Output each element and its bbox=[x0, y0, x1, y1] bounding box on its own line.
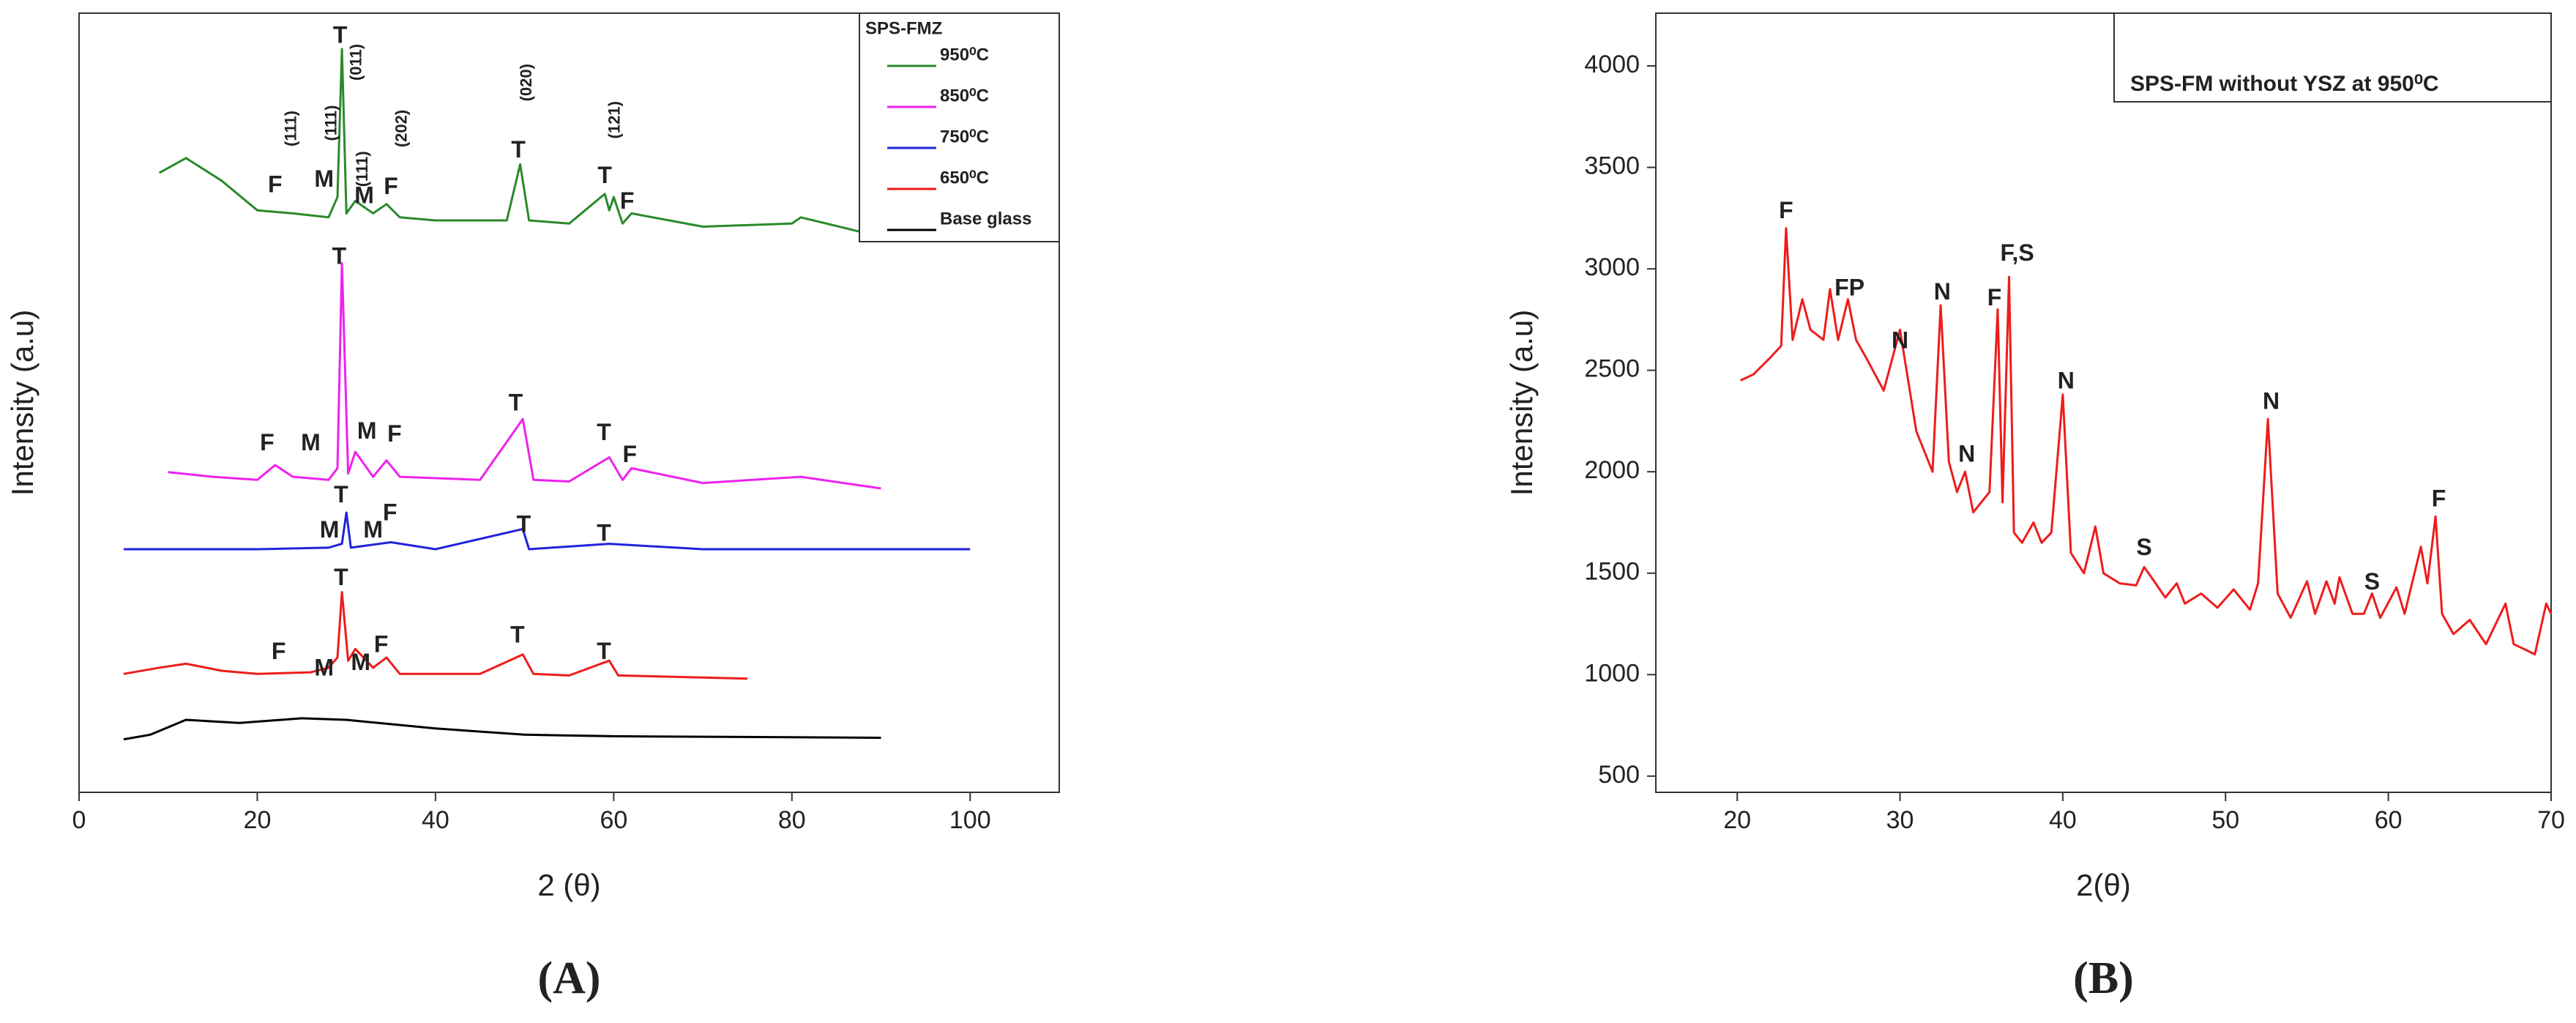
y-tick-label: 3000 bbox=[1584, 253, 1640, 281]
x-tick-label: 50 bbox=[2211, 806, 2239, 834]
peak-label: M bbox=[314, 654, 334, 680]
peak-label: T bbox=[517, 511, 531, 537]
legend-box bbox=[2113, 12, 2552, 103]
series-line bbox=[168, 262, 881, 490]
miller-index: (111) bbox=[322, 105, 340, 141]
series-line bbox=[123, 511, 971, 551]
peak-label: F bbox=[268, 171, 283, 198]
peak-label: F bbox=[374, 630, 389, 657]
peak-label: S bbox=[2364, 568, 2380, 595]
legend-box bbox=[859, 12, 1060, 242]
peak-label: F bbox=[387, 420, 402, 447]
y-tick-label: 3500 bbox=[1584, 152, 1640, 180]
peak-label: M bbox=[354, 182, 374, 209]
peak-label: N bbox=[1958, 440, 1975, 466]
peak-label: F bbox=[2432, 485, 2446, 511]
peak-label: FP bbox=[1834, 274, 1864, 300]
peak-label: F bbox=[620, 187, 635, 214]
x-axis-label: 2(θ) bbox=[2076, 868, 2131, 902]
peak-label: F bbox=[1987, 284, 2002, 310]
peak-label: T bbox=[597, 162, 612, 188]
peak-label: F bbox=[272, 638, 286, 664]
peak-label: N bbox=[2263, 387, 2280, 414]
legend-label: 850⁰C bbox=[940, 86, 989, 105]
peak-label: T bbox=[597, 419, 611, 445]
peak-label: F,S bbox=[2001, 239, 2034, 266]
series-line bbox=[1739, 227, 2553, 656]
miller-index: (111) bbox=[282, 111, 300, 146]
peak-label: T bbox=[332, 243, 347, 269]
peak-label: T bbox=[509, 390, 523, 416]
y-tick-label: 2000 bbox=[1584, 456, 1640, 484]
peak-label: T bbox=[333, 21, 348, 48]
x-tick-label: 60 bbox=[2375, 806, 2403, 834]
miller-index: (020) bbox=[517, 64, 535, 101]
peak-label: T bbox=[334, 481, 348, 507]
x-tick-label: 20 bbox=[1723, 806, 1751, 834]
x-tick-label: 40 bbox=[422, 806, 449, 834]
miller-index: (111) bbox=[353, 151, 371, 187]
legend-label: 950⁰C bbox=[940, 45, 989, 64]
peak-label: M bbox=[363, 516, 383, 543]
series-line bbox=[123, 717, 881, 741]
y-axis-label: Intensity (a.u) bbox=[1504, 310, 1539, 496]
x-tick-label: 60 bbox=[600, 806, 627, 834]
x-tick-label: 0 bbox=[72, 806, 86, 834]
y-axis-label: Intensity (a.u) bbox=[5, 310, 40, 496]
x-tick-label: 20 bbox=[244, 806, 272, 834]
peak-label: M bbox=[320, 516, 340, 543]
peak-label: M bbox=[314, 165, 334, 192]
peak-label: F bbox=[384, 173, 398, 199]
legend-label: 650⁰C bbox=[940, 168, 989, 187]
peak-label: M bbox=[301, 429, 321, 455]
series-line bbox=[123, 591, 748, 680]
y-tick-label: 500 bbox=[1598, 761, 1640, 789]
peak-label: T bbox=[511, 136, 526, 163]
x-tick-label: 80 bbox=[778, 806, 806, 834]
peak-label: T bbox=[334, 564, 348, 590]
peak-label: N bbox=[1934, 278, 1951, 305]
plot-frame bbox=[1655, 12, 2552, 793]
peak-label: T bbox=[597, 519, 611, 546]
miller-index: (202) bbox=[392, 110, 411, 147]
x-tick-label: 40 bbox=[2049, 806, 2077, 834]
legend-label: SPS-FM without YSZ at 950⁰C bbox=[2130, 72, 2439, 96]
panel: 20 30 40 50 60 70 500 1000 1500 2000 2500 3000 3500 4… bbox=[1504, 12, 2565, 1003]
y-tick-label: 1000 bbox=[1584, 659, 1640, 687]
y-tick-label: 1500 bbox=[1584, 558, 1640, 586]
x-tick-label: 70 bbox=[2537, 806, 2565, 834]
miller-index: (011) bbox=[347, 44, 365, 81]
peak-label: F bbox=[260, 429, 275, 455]
peak-label: S bbox=[2136, 534, 2151, 560]
series-line bbox=[158, 48, 881, 238]
x-axis-label: 2 (θ) bbox=[537, 868, 600, 902]
plot-frame bbox=[78, 12, 1060, 793]
legend-title: SPS-FMZ bbox=[865, 18, 942, 38]
legend-label: 750⁰C bbox=[940, 127, 989, 146]
y-tick-label: 4000 bbox=[1584, 51, 1640, 78]
miller-index: (121) bbox=[605, 101, 624, 138]
legend-label: Base glass bbox=[940, 209, 1031, 228]
peak-label: T bbox=[597, 638, 611, 664]
y-tick-label: 2500 bbox=[1584, 355, 1640, 383]
peak-label: T bbox=[510, 622, 525, 648]
peak-label: F bbox=[623, 441, 638, 467]
peak-label: M bbox=[357, 417, 377, 444]
peak-label: F bbox=[383, 499, 397, 526]
panel-label: (A) bbox=[537, 953, 600, 1003]
peak-label: N bbox=[2058, 368, 2075, 394]
peak-label: N bbox=[1892, 327, 1908, 353]
peak-label: M bbox=[351, 649, 370, 675]
x-tick-label: 100 bbox=[949, 806, 991, 834]
panel-label: (B) bbox=[2073, 953, 2134, 1003]
peak-label: F bbox=[1779, 197, 1793, 223]
x-tick-label: 30 bbox=[1886, 806, 1914, 834]
